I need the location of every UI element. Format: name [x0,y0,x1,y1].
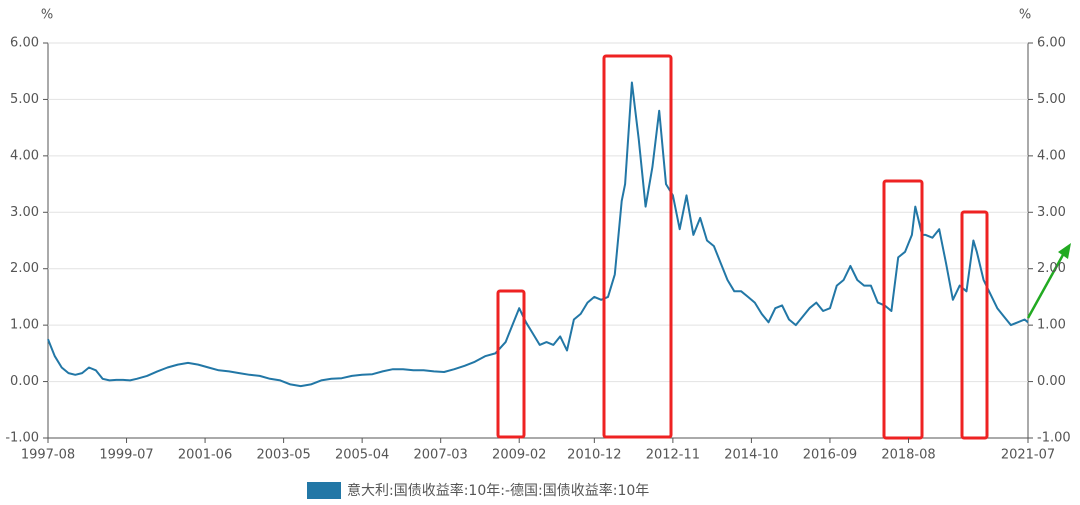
x-tick-label: 2021-07 [1001,448,1055,463]
legend: 意大利:国债收益率:10年:-德国:国债收益率:10年 [307,482,649,499]
x-tick-label: 2010-12 [567,448,621,463]
trend-arrow-head [1058,243,1071,259]
trend-arrow [1026,252,1066,319]
x-tick-label: 1997-08 [21,448,75,463]
y2-tick-label: 4.00 [1037,148,1066,163]
y-tick-label: 1.00 [10,318,39,333]
y-tick-label: 2.00 [10,261,39,276]
line [47,81,1029,388]
x-tick-label: 2003-05 [256,448,310,463]
x-tick-label: 2005-04 [335,448,389,463]
x-tick-label: 2016-09 [803,448,857,463]
y2-tick-label: -1.00 [1037,431,1071,446]
plot [47,42,1029,388]
y2-tick-label: 2.00 [1037,261,1066,276]
y-tick-label: 6.00 [10,36,39,51]
highlight-box [960,210,989,440]
y-tick-label: -1.00 [5,431,39,446]
y-tick-label: 3.00 [10,205,39,220]
highlight-box [882,179,924,440]
y2-unit: % [1019,8,1031,23]
y-tick-label: 4.00 [10,148,39,163]
x-tick-label: 2018-08 [881,448,935,463]
highlight-box [496,289,526,439]
legend-label: 意大利:国债收益率:10年:-德国:国债收益率:10年 [347,482,649,499]
x-tick-label: 2012-11 [646,448,700,463]
y2-tick-label: 0.00 [1037,374,1066,389]
y-unit: % [41,8,53,23]
y-tick-label: 0.00 [10,374,39,389]
y2-tick-label: 6.00 [1037,36,1066,51]
x-tick-label: 2009-02 [492,448,546,463]
y2-tick-label: 5.00 [1037,92,1066,107]
y-tick-label: 5.00 [10,92,39,107]
y2-tick-label: 3.00 [1037,205,1066,220]
highlight-box [602,54,673,439]
legend-swatch [307,482,341,499]
x-tick-label: 2007-03 [414,448,468,463]
y2-tick-label: 1.00 [1037,318,1066,333]
x-tick-label: 2001-06 [178,448,232,463]
x-tick-label: 1999-07 [99,448,153,463]
x-tick-label: 2014-10 [724,448,778,463]
